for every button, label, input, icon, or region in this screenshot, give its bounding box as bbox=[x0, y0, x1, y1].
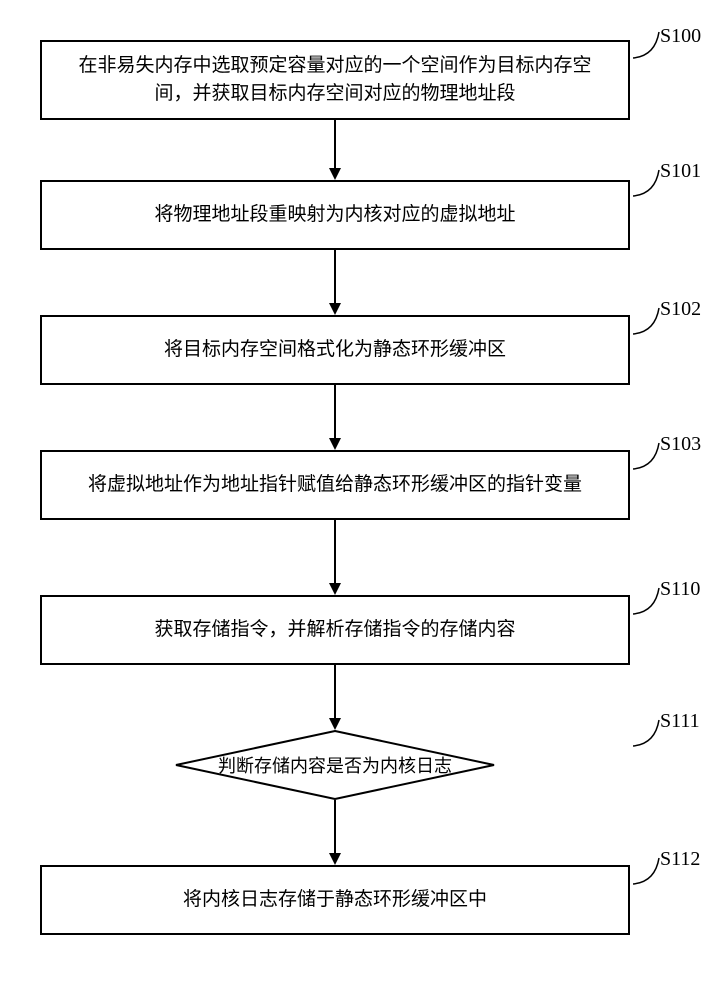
step-label-s101: S101 bbox=[660, 160, 701, 183]
label-connector-curve bbox=[633, 718, 663, 748]
flow-step-s103: 将虚拟地址作为地址指针赋值给静态环形缓冲区的指针变量 bbox=[40, 450, 630, 520]
flow-step-text: 将目标内存空间格式化为静态环形缓冲区 bbox=[164, 336, 506, 365]
flow-step-text: 将物理地址段重映射为内核对应的虚拟地址 bbox=[154, 201, 515, 230]
step-label-s110: S110 bbox=[660, 578, 700, 601]
step-label-s111: S111 bbox=[660, 710, 700, 733]
flow-step-s110: 获取存储指令，并解析存储指令的存储内容 bbox=[40, 595, 630, 665]
flow-arrow-line bbox=[334, 120, 336, 170]
label-connector-curve bbox=[633, 856, 663, 886]
label-connector-curve bbox=[633, 586, 663, 616]
label-connector-curve bbox=[633, 30, 663, 60]
flow-step-s100: 在非易失内存中选取预定容量对应的一个空间作为目标内存空间，并获取目标内存空间对应… bbox=[40, 40, 630, 120]
label-connector-curve bbox=[633, 168, 663, 198]
label-connector-curve bbox=[633, 441, 663, 471]
flow-arrow-line bbox=[334, 250, 336, 305]
flow-step-s102: 将目标内存空间格式化为静态环形缓冲区 bbox=[40, 315, 630, 385]
flow-arrow-line bbox=[334, 800, 336, 855]
flow-arrow-head bbox=[329, 303, 341, 315]
step-label-s102: S102 bbox=[660, 298, 701, 321]
step-label-s103: S103 bbox=[660, 433, 701, 456]
flow-step-text: 获取存储指令，并解析存储指令的存储内容 bbox=[154, 616, 515, 645]
flow-arrow-head bbox=[329, 718, 341, 730]
flow-step-text: 在非易失内存中选取预定容量对应的一个空间作为目标内存空间，并获取目标内存空间对应… bbox=[62, 52, 608, 109]
flow-arrow-head bbox=[329, 168, 341, 180]
flow-arrow-line bbox=[334, 665, 336, 720]
flow-step-s112: 将内核日志存储于静态环形缓冲区中 bbox=[40, 865, 630, 935]
flow-arrow-head bbox=[329, 853, 341, 865]
flow-step-s101: 将物理地址段重映射为内核对应的虚拟地址 bbox=[40, 180, 630, 250]
step-label-s100: S100 bbox=[660, 25, 701, 48]
flow-arrow-line bbox=[334, 385, 336, 440]
flow-arrow-line bbox=[334, 520, 336, 585]
flow-arrow-head bbox=[329, 583, 341, 595]
flow-arrow-head bbox=[329, 438, 341, 450]
flow-decision-s111: 判断存储内容是否为内核日志 bbox=[175, 730, 495, 800]
flow-step-text: 将内核日志存储于静态环形缓冲区中 bbox=[183, 886, 487, 915]
label-connector-curve bbox=[633, 306, 663, 336]
flow-decision-text: 判断存储内容是否为内核日志 bbox=[175, 730, 495, 800]
step-label-s112: S112 bbox=[660, 848, 700, 871]
flow-step-text: 将虚拟地址作为地址指针赋值给静态环形缓冲区的指针变量 bbox=[88, 471, 582, 500]
